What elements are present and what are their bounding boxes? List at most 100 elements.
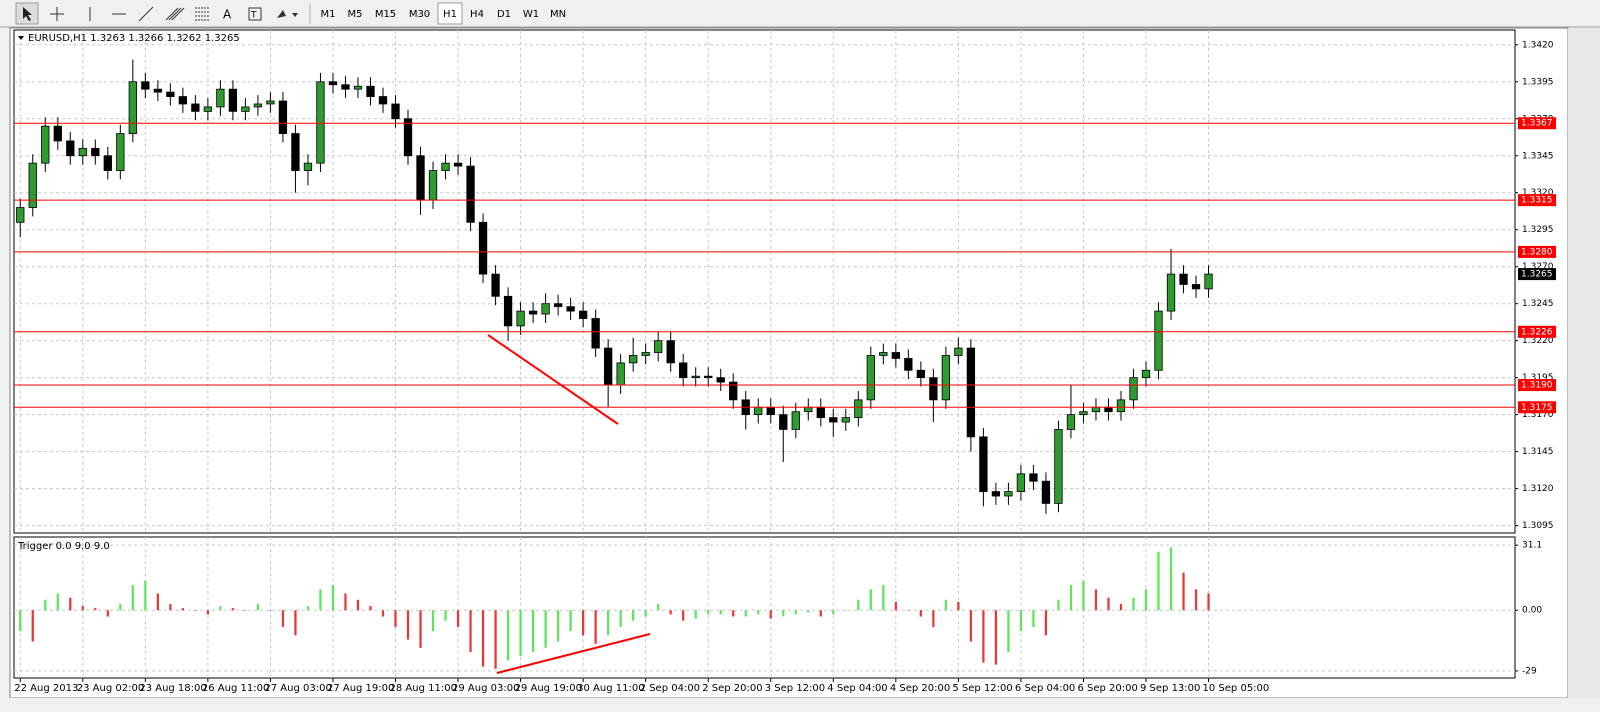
text-tool-icon[interactable]: A (223, 8, 232, 22)
arrows-tool[interactable] (277, 10, 298, 18)
oscillator-bar (807, 610, 810, 613)
symbol-menu-arrow[interactable] (18, 36, 24, 40)
timeframe-label[interactable]: M30 (409, 9, 430, 20)
x-tick-label: 6 Sep 04:00 (1015, 683, 1075, 694)
chart-title: EURUSD,H1 1.3263 1.3266 1.3262 1.3265 (28, 33, 240, 44)
timeframe-button[interactable]: W1 (519, 3, 543, 24)
oscillator-bar (394, 610, 397, 627)
oscillator-bar (531, 610, 535, 653)
candle-body (191, 103, 200, 112)
timeframe-button-box[interactable] (316, 3, 340, 24)
oscillator-bar (594, 610, 597, 644)
candle-body (1004, 491, 1013, 497)
timeframe-button[interactable]: M15 (370, 3, 401, 24)
oscillator-bar (69, 597, 72, 611)
timeframe-button-box[interactable] (546, 3, 570, 24)
fibonacci-tool[interactable] (195, 7, 209, 21)
level-label: 1.3226 (1521, 327, 1553, 337)
timeframe-label[interactable]: M1 (321, 9, 336, 20)
candle-body (316, 81, 325, 164)
x-tick-label: 30 Aug 11:00 (577, 683, 644, 694)
candle-body (891, 352, 900, 359)
oscillator-bar (644, 610, 647, 617)
candle-body (566, 306, 575, 312)
y-tick-label: 1.3245 (1522, 299, 1554, 309)
candle-body (704, 375, 713, 379)
timeframe-button-box[interactable] (465, 3, 489, 24)
candle-body (141, 81, 150, 90)
candle-body (541, 303, 550, 315)
oscillator-bar (469, 610, 472, 653)
label-tool[interactable] (248, 7, 262, 21)
timeframe-label[interactable]: H1 (443, 9, 457, 20)
timeframe-button-box[interactable] (519, 3, 543, 24)
oscillator-bar (281, 610, 285, 627)
timeframe-label[interactable]: MN (550, 9, 566, 20)
timeframe-button[interactable]: M1 (316, 3, 340, 24)
x-tick-label: 27 Aug 19:00 (327, 683, 394, 694)
oscillator-bar (369, 606, 372, 611)
timeframe-button-box[interactable] (437, 2, 463, 25)
candle-body (691, 375, 700, 379)
trendline-tool[interactable] (138, 6, 154, 22)
candle-body (766, 406, 775, 416)
timeframe-label[interactable]: D1 (497, 9, 511, 20)
y-tick-label: 0.00 (1522, 606, 1542, 616)
candle-body (679, 362, 688, 379)
timeframe-button[interactable]: M30 (404, 3, 435, 24)
timeframe-label[interactable]: M15 (375, 9, 396, 20)
oscillator-bar (219, 606, 222, 611)
oscillator-bar (19, 610, 22, 632)
timeframe-button[interactable]: H4 (465, 3, 489, 24)
oscillator-bar (381, 610, 385, 617)
timeframe-button-box[interactable] (370, 3, 401, 24)
oscillator-bar (1007, 610, 1010, 653)
candle-body (578, 310, 588, 319)
crosshair-icon[interactable] (50, 7, 64, 21)
candle-body (841, 417, 850, 423)
oscillator-bar (1182, 572, 1185, 611)
drawn-trendline[interactable] (487, 334, 619, 425)
oscillator-bar (969, 610, 973, 642)
oscillator-bar (844, 610, 847, 611)
level-tag (1518, 194, 1556, 207)
timeframe-button[interactable]: D1 (492, 3, 516, 24)
oscillator-bar (1194, 589, 1198, 611)
timeframe-button-box[interactable] (343, 3, 367, 24)
y-tick-label: 1.3395 (1522, 77, 1554, 87)
x-tick-label: 28 Aug 11:00 (390, 683, 457, 694)
y-tick-label: -29 (1522, 666, 1537, 676)
x-tick-label: 6 Sep 20:00 (1077, 683, 1137, 694)
timeframe-button[interactable]: MN (546, 3, 570, 24)
oscillator-bar (982, 610, 985, 663)
candle-body (278, 100, 288, 134)
candle-body (1029, 473, 1038, 482)
candle-body (816, 406, 825, 419)
oscillator-bar (231, 608, 235, 611)
x-tick-label: 4 Sep 20:00 (890, 683, 950, 694)
oscillator-bar (907, 610, 910, 611)
timeframe-button-box[interactable] (404, 3, 435, 24)
oscillator-bar (1057, 599, 1060, 611)
oscillator-bar (1019, 610, 1023, 632)
timeframe-label[interactable]: M5 (348, 9, 363, 20)
timeframe-button[interactable]: H1 (437, 2, 463, 25)
drawn-trendline[interactable] (496, 633, 651, 674)
oscillator-bar (794, 610, 797, 615)
timeframe-button[interactable]: M5 (343, 3, 367, 24)
oscillator-bar (431, 610, 435, 632)
timeframe-label[interactable]: H4 (470, 9, 484, 20)
candle-body (1054, 429, 1063, 504)
timeframe-label[interactable]: W1 (523, 9, 539, 20)
oscillator-bar (444, 610, 447, 621)
candle-body (716, 377, 725, 383)
candle-body (829, 417, 838, 423)
oscillator-bar (31, 610, 34, 642)
timeframe-button-box[interactable] (492, 3, 516, 24)
level-tag (1518, 245, 1556, 258)
channel-tool[interactable] (165, 7, 185, 21)
oscillator-bar (832, 610, 835, 615)
current-price-tag (1518, 268, 1556, 281)
oscillator-bar (1144, 589, 1148, 611)
